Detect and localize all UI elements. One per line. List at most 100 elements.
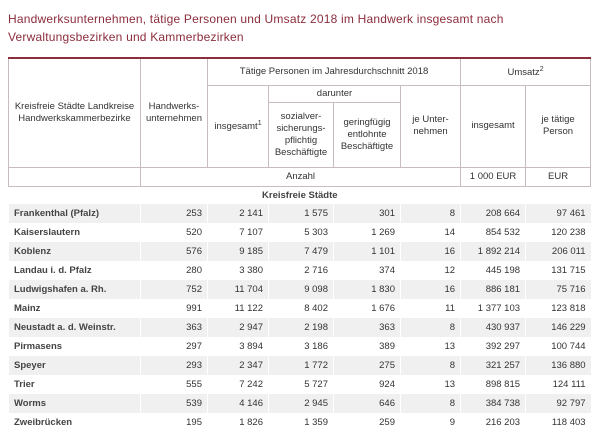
cell: 1 830 (333, 279, 401, 299)
cell: 123 818 (525, 298, 591, 318)
cell: 392 297 (460, 336, 526, 356)
cell: 9 098 (268, 279, 334, 299)
cell: 9 (399, 412, 461, 432)
cell: 2 716 (268, 260, 334, 280)
head-cell: Tätige Personen im Jahresdurchschnitt 20… (206, 57, 462, 86)
cell: 280 (140, 260, 208, 280)
table-row: Kaiserslautern 520 7 107 5 303 1 269 14 854 53… (8, 222, 591, 242)
cell: 8 (399, 203, 461, 223)
head-text: Umsatz (507, 67, 540, 79)
table-row: Trier 555 7 242 5 727 924 13 898 815 124 111 (8, 374, 591, 394)
cell: 445 198 (460, 260, 526, 280)
head-cell: je tätige Person (525, 84, 592, 168)
cell: 4 146 (207, 393, 269, 413)
cell: 1 772 (268, 355, 334, 375)
cell: 146 229 (525, 317, 591, 337)
cell: 854 532 (460, 222, 526, 242)
cell: 1 676 (333, 298, 401, 318)
table-row: Worms 539 4 146 2 945 646 8 384 738 92 797 (8, 393, 591, 413)
cell: 8 (399, 355, 461, 375)
cell: 2 198 (268, 317, 334, 337)
cell: 520 (140, 222, 208, 242)
table-row: Frankenthal (Pfalz) 253 2 141 1 575 301 8 208 … (8, 203, 591, 223)
cell: 13 (399, 374, 461, 394)
cell: 2 947 (207, 317, 269, 337)
cell: 118 403 (525, 412, 591, 432)
title: Handwerksunternehmen, tätige Personen un… (8, 12, 504, 44)
table-row: Speyer 293 2 347 1 772 275 8 321 257 136 880 (8, 355, 591, 375)
cell: 5 727 (268, 374, 334, 394)
head-cell: Handwerks-unternehmen (140, 57, 208, 168)
cell: 9 185 (207, 241, 269, 261)
row-label: Pirmasens (8, 336, 141, 356)
head-text: insgesamt (214, 121, 258, 133)
cell: 131 715 (525, 260, 591, 280)
cell: 1 269 (333, 222, 401, 242)
cell: 75 716 (525, 279, 591, 299)
row-label: Speyer (8, 355, 141, 375)
cell: 293 (140, 355, 208, 375)
unit-cell: 1 000 EUR (460, 166, 527, 187)
cell: 1 101 (333, 241, 401, 261)
head-cell: darunter (268, 84, 401, 103)
cell: 1 892 214 (460, 241, 526, 261)
cell: 11 (399, 298, 461, 318)
cell: 8 402 (268, 298, 334, 318)
cell: 5 303 (268, 222, 334, 242)
cell: 297 (140, 336, 208, 356)
cell: 321 257 (460, 355, 526, 375)
cell: 8 (399, 393, 461, 413)
cell: 430 937 (460, 317, 526, 337)
cell: 2 945 (268, 393, 334, 413)
cell: 136 880 (525, 355, 591, 375)
row-label: Ludwigshafen a. Rh. (8, 279, 141, 299)
row-label: Landau i. d. Pfalz (8, 260, 141, 280)
table-row: Koblenz 576 9 185 7 479 1 101 16 1 892 214 206 … (8, 241, 591, 261)
head-cell: insgesamt (460, 84, 527, 168)
cell: 1 377 103 (460, 298, 526, 318)
table-row: Mainz 991 11 122 8 402 1 676 11 1 377 103 123 8… (8, 298, 591, 318)
cell: 275 (333, 355, 401, 375)
cell: 1 826 (207, 412, 269, 432)
cell: 12 (399, 260, 461, 280)
cell: 3 380 (207, 260, 269, 280)
cell: 16 (399, 279, 461, 299)
cell: 752 (140, 279, 208, 299)
cell: 7 479 (268, 241, 334, 261)
table-row: Pirmasens 297 3 894 3 186 389 13 392 297 100 74… (8, 336, 591, 356)
table-row: Zweibrücken 195 1 826 1 359 259 9 216 203 118 4… (8, 412, 591, 432)
row-label: Trier (8, 374, 141, 394)
head-cell (8, 166, 141, 187)
row-label: Mainz (8, 298, 141, 318)
cell: 363 (333, 317, 401, 337)
cell: 924 (333, 374, 401, 394)
head-cell: insgesamt1 (207, 84, 269, 168)
table-row: Neustadt a. d. Weinstr. 363 2 947 2 198 363 8… (8, 317, 591, 337)
row-label: Worms (8, 393, 141, 413)
row-label: Frankenthal (Pfalz) (8, 203, 141, 223)
data-table: Kreisfreie Städte Landkreise Handwerkska… (7, 57, 592, 432)
cell: 253 (140, 203, 208, 223)
cell: 7 242 (207, 374, 269, 394)
head-cell: Umsatz2 (460, 57, 592, 86)
table-row: Ludwigshafen a. Rh. 752 11 704 9 098 1 830 16… (8, 279, 591, 299)
cell: 886 181 (460, 279, 526, 299)
cell: 11 704 (207, 279, 269, 299)
cell: 120 238 (525, 222, 591, 242)
cell: 195 (140, 412, 208, 432)
unit-cell: EUR (525, 166, 592, 187)
footnote: 2 (539, 66, 544, 74)
cell: 8 (399, 317, 461, 337)
cell: 374 (333, 260, 401, 280)
cell: 389 (333, 336, 401, 356)
cell: 363 (140, 317, 208, 337)
cell: 991 (140, 298, 208, 318)
unit-cell: Anzahl (139, 166, 462, 187)
cell: 1 575 (268, 203, 334, 223)
cell: 208 664 (460, 203, 526, 223)
head-cell: sozialver-sicherungs-pflichtig Beschäfti… (268, 101, 334, 168)
head-cell: Kreisfreie Städte Landkreise Handwerkska… (8, 57, 141, 168)
table-body: Kreisfreie Städte Frankenthal (Pfalz) 253… (7, 186, 591, 432)
cell: 898 815 (460, 374, 526, 394)
cell: 92 797 (525, 393, 591, 413)
